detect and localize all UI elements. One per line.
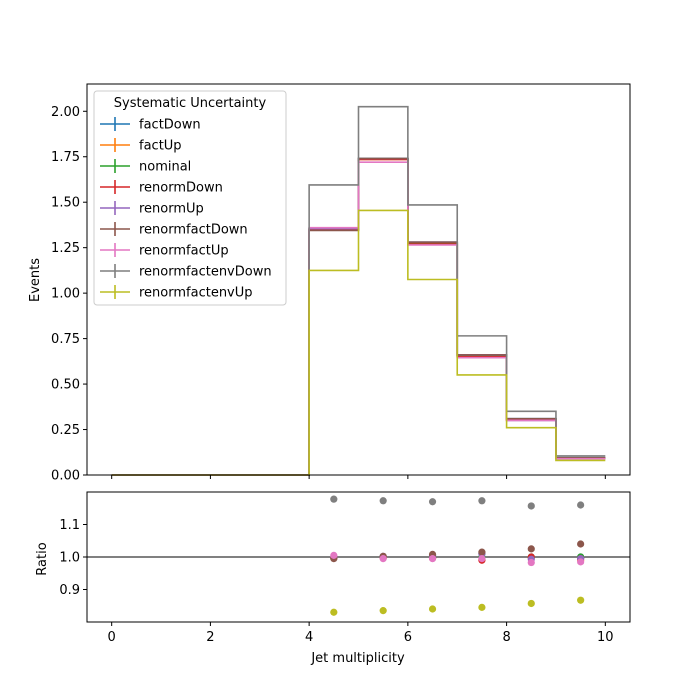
legend-entry-renormDown: renormDown <box>100 180 223 196</box>
ratio-point <box>527 502 535 510</box>
ratio-point <box>379 555 387 563</box>
ratio-point <box>330 551 338 559</box>
legend-label: factUp <box>139 139 182 154</box>
ratio-point <box>527 558 535 567</box>
legend-label: renormfactUp <box>139 244 229 259</box>
ratio-point <box>577 501 585 509</box>
ratio-point <box>330 495 338 503</box>
events-panel: 0.00 0.25 0.50 0.75 1.00 1.25 1.50 1.75 2.00 Eve… <box>28 83 631 484</box>
ratio-x-tick-label: 4 <box>305 630 313 645</box>
legend-entry-factUp: factUp <box>100 138 182 154</box>
events-y-tick-label: 1.50 <box>51 196 80 211</box>
ratio-y-tick-label: 1.1 <box>59 518 80 533</box>
legend-entry-nominal: nominal <box>100 159 191 175</box>
ratio-y-tick-label: 0.9 <box>59 583 80 598</box>
ratio-x-tick-label: 0 <box>108 630 116 645</box>
events-x-ticks <box>111 475 606 479</box>
legend-title: Systematic Uncertainty <box>114 96 267 111</box>
events-y-tick-label: 2.00 <box>51 105 80 120</box>
legend-box <box>93 90 287 306</box>
legend-label: renormfactenvUp <box>139 286 253 301</box>
events-y-ticks: 0.00 0.25 0.50 0.75 1.00 1.25 1.50 1.75 2.00 <box>51 105 87 484</box>
ratio-x-ticks: 0 2 4 6 8 10 <box>108 622 614 645</box>
ratio-point <box>478 555 486 563</box>
ratio-series-renormfactenvUp <box>330 596 585 616</box>
ratio-point <box>527 599 535 608</box>
ratio-x-tick-label: 2 <box>206 630 214 645</box>
events-y-axis-label: Events <box>28 258 43 302</box>
legend-entry-renormfactenvUp: renormfactenvUp <box>100 285 253 301</box>
legend-label: renormDown <box>139 181 223 196</box>
events-y-tick-label: 1.75 <box>51 150 80 165</box>
ratio-point <box>379 497 387 505</box>
ratio-x-tick-label: 8 <box>502 630 510 645</box>
events-y-tick-label: 0.75 <box>51 332 80 347</box>
ratio-point <box>428 498 437 506</box>
legend-label: nominal <box>139 160 191 175</box>
events-y-tick-label: 0.25 <box>51 423 80 438</box>
ratio-x-tick-label: 10 <box>597 630 614 645</box>
ratio-point <box>577 540 585 548</box>
ratio-x-tick-label: 6 <box>404 630 412 645</box>
ratio-point <box>577 558 585 566</box>
legend-label: renormfactDown <box>139 223 248 238</box>
ratio-panel: 0 2 4 6 8 10 0.9 1.0 1.1 Jet multiplicity Ratio <box>35 491 631 666</box>
ratio-point <box>379 607 387 615</box>
ratio-point <box>428 605 437 613</box>
ratio-point <box>527 545 535 553</box>
events-axes-frame <box>86 83 631 476</box>
ratio-series-renormfactUp <box>330 551 585 567</box>
ratio-point <box>428 555 437 563</box>
ratio-series-renormfactenvDown <box>330 495 585 510</box>
legend-label: renormfactenvDown <box>139 265 272 280</box>
ratio-y-tick-label: 1.0 <box>59 551 80 566</box>
ratio-series-group <box>330 495 585 616</box>
legend-entries: factDown factUp nominal renormDown renormUp r… <box>100 117 272 301</box>
events-y-tick-label: 1.25 <box>51 241 80 256</box>
legend-entry-renormfactenvDown: renormfactenvDown <box>100 264 272 280</box>
events-y-tick-label: 1.00 <box>51 287 80 302</box>
ratio-point <box>478 497 486 505</box>
legend: Systematic Uncertainty factDown factUp nom… <box>93 90 287 306</box>
legend-label: factDown <box>139 118 201 133</box>
ratio-y-axis-label: Ratio <box>35 542 50 575</box>
ratio-point <box>330 608 338 616</box>
ratio-y-ticks: 0.9 1.0 1.1 <box>59 518 87 598</box>
legend-entry-factDown: factDown <box>100 117 201 133</box>
legend-entry-renormUp: renormUp <box>100 201 204 217</box>
events-y-tick-label: 0.00 <box>51 469 80 484</box>
legend-label: renormUp <box>139 202 204 217</box>
ratio-point <box>577 596 585 604</box>
ratio-point <box>478 603 486 611</box>
legend-entry-renormfactUp: renormfactUp <box>100 243 229 259</box>
ratio-point <box>478 548 486 556</box>
ratio-x-axis-label: Jet multiplicity <box>310 651 405 666</box>
legend-entry-renormfactDown: renormfactDown <box>100 222 248 238</box>
events-y-tick-label: 0.50 <box>51 378 80 393</box>
